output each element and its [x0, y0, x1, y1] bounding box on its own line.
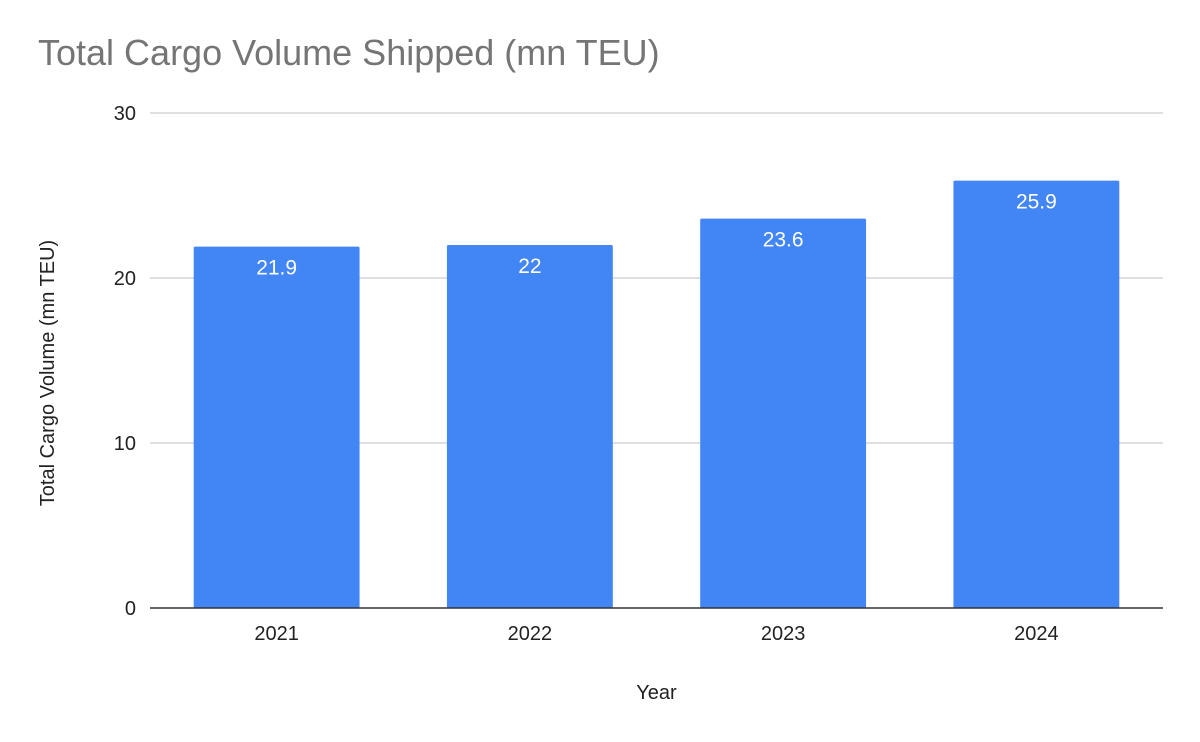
data-label-2024: 25.9 [1016, 191, 1057, 214]
bar-2021 [193, 246, 360, 608]
chart-title: Total Cargo Volume Shipped (mn TEU) [38, 32, 660, 73]
data-label-2021: 21.9 [256, 257, 297, 280]
y-tick-label: 0 [125, 598, 136, 620]
x-axis-ticks: 2021 2022 2023 2024 [254, 623, 1058, 645]
data-label-2023: 23.6 [763, 229, 804, 252]
y-tick-label: 10 [114, 433, 136, 455]
bars [193, 180, 1120, 608]
data-label-2022: 22 [518, 255, 541, 278]
x-tick-label-2021: 2021 [254, 623, 299, 645]
x-tick-label-2024: 2024 [1014, 623, 1059, 645]
bar-2022 [446, 245, 613, 608]
y-axis-ticks: 0 10 20 30 [114, 103, 136, 620]
bar-2024 [953, 180, 1120, 608]
bar-2023 [700, 218, 867, 608]
y-tick-label: 30 [114, 103, 136, 125]
x-axis-title: Year [636, 682, 677, 704]
x-tick-label-2023: 2023 [761, 623, 806, 645]
data-labels: 21.9 22 23.6 25.9 [256, 191, 1057, 280]
y-axis-title: Total Cargo Volume (mn TEU) [37, 240, 59, 506]
x-tick-label-2022: 2022 [508, 623, 553, 645]
y-tick-label: 20 [114, 268, 136, 290]
